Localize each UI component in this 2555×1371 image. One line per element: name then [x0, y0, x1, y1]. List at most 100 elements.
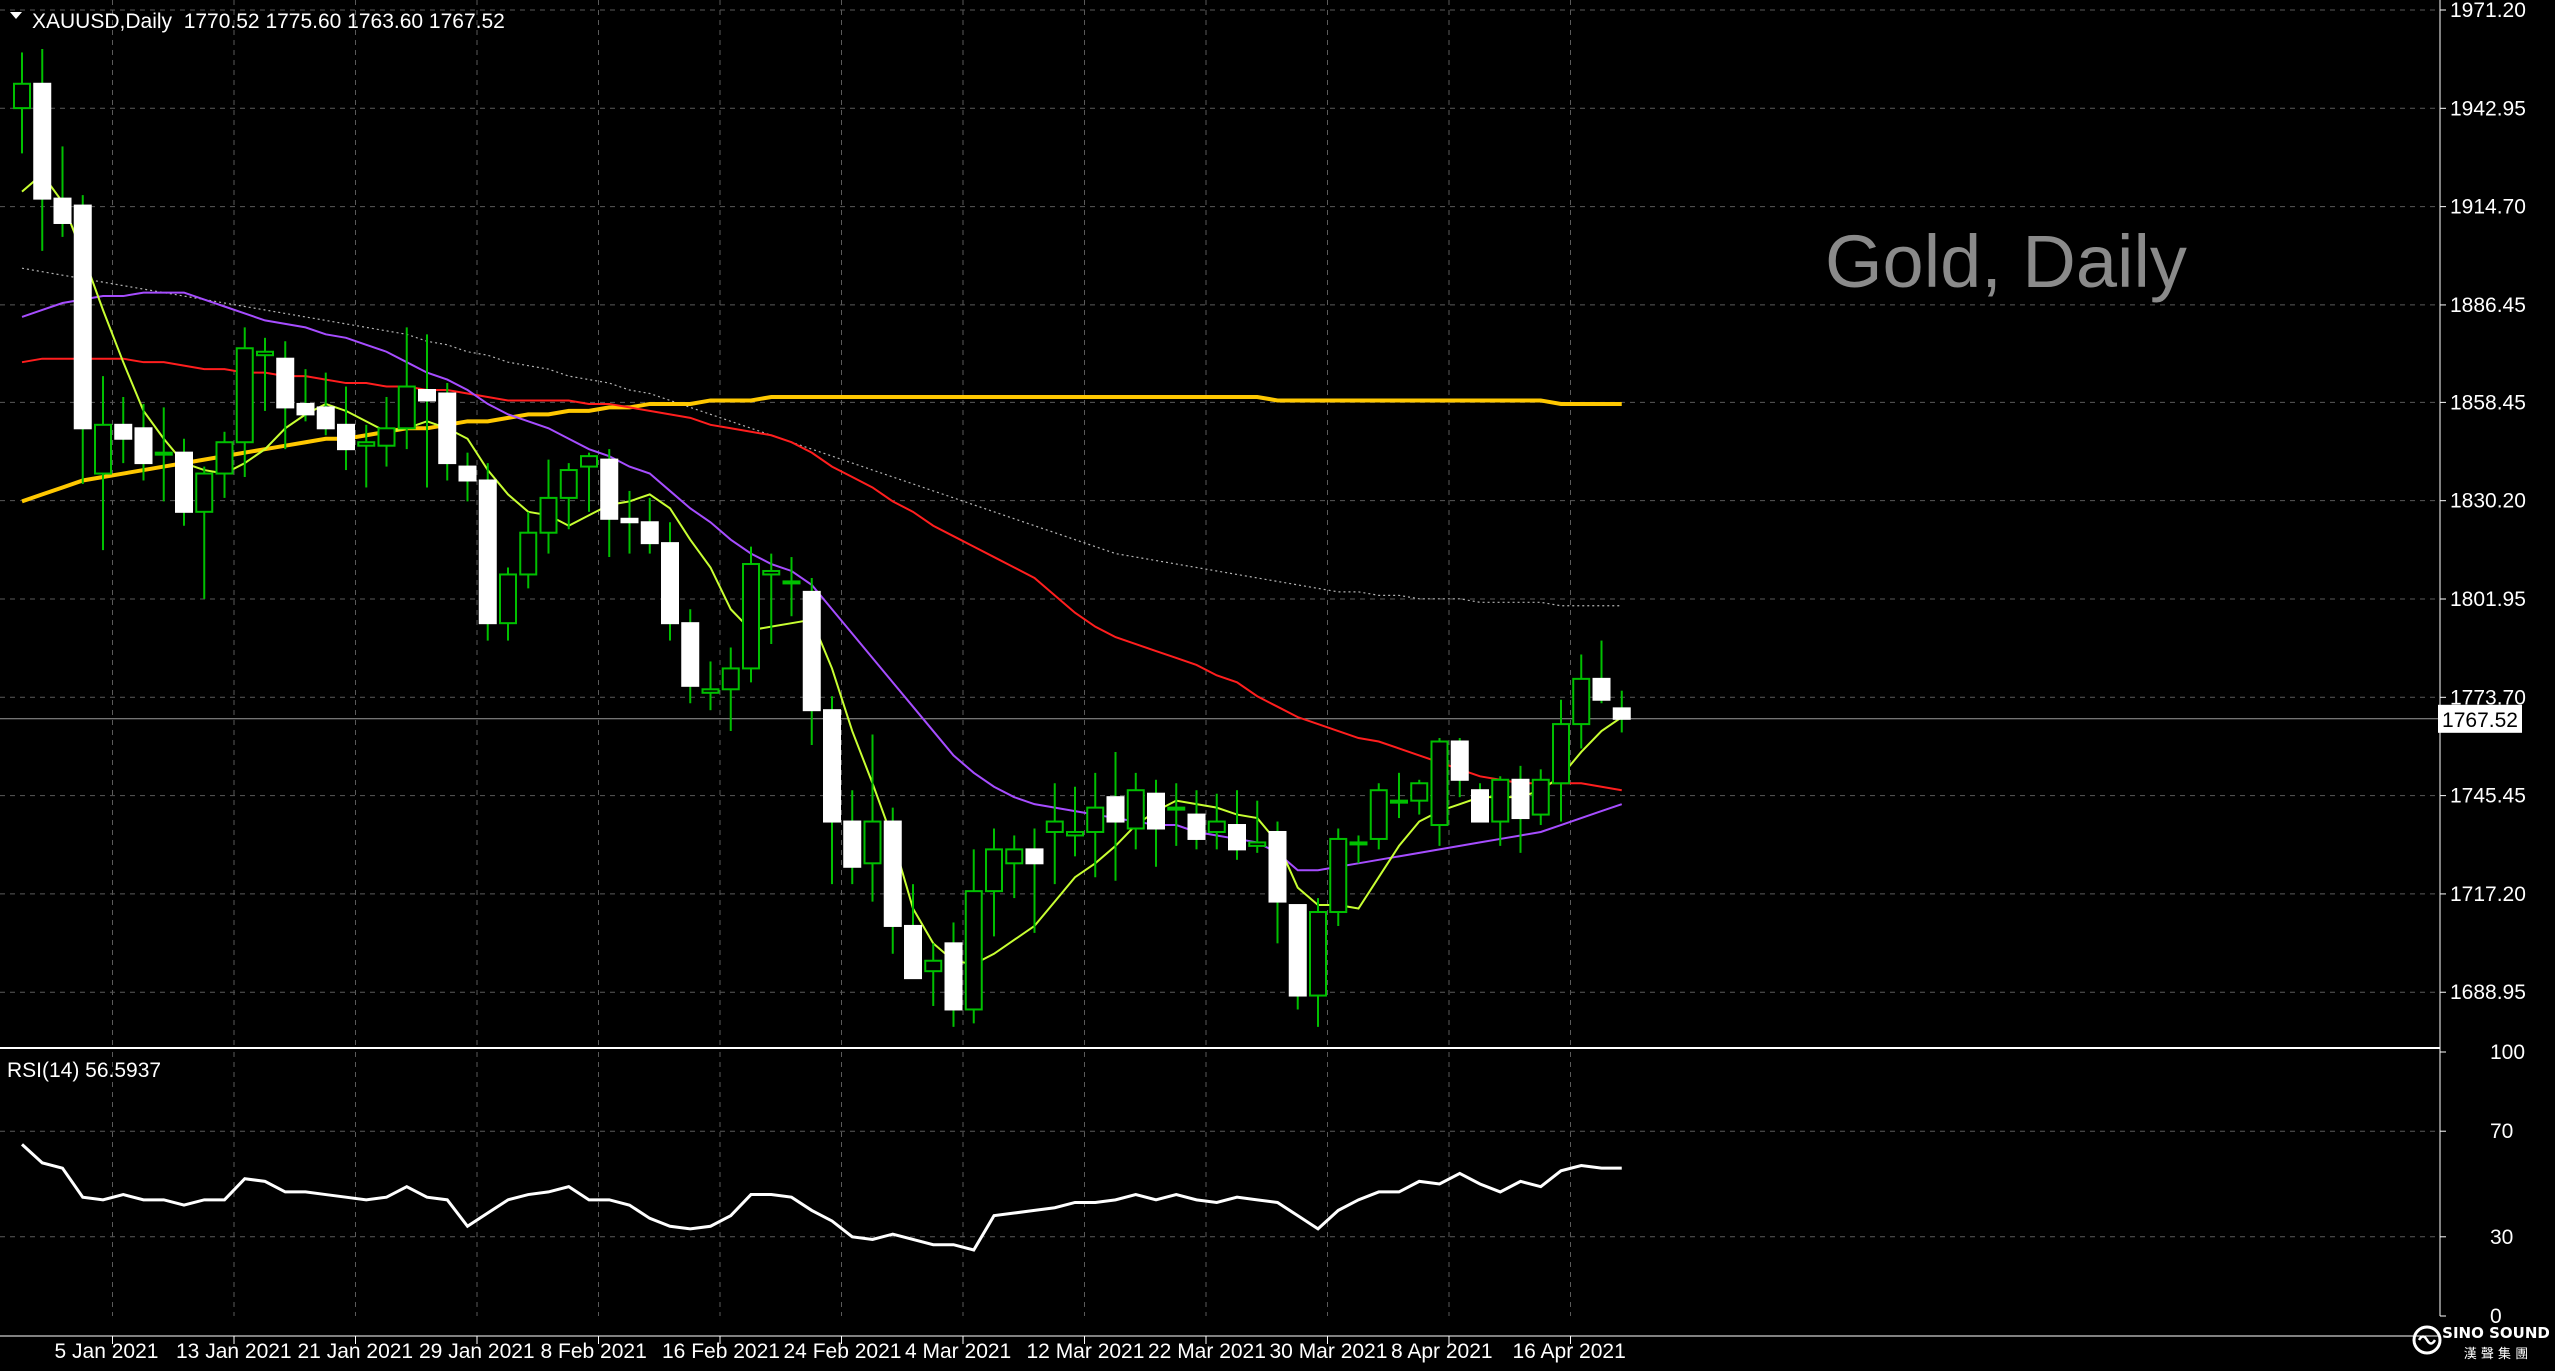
candle-body: [114, 423, 133, 440]
y-tick-label: 1858.45: [2450, 391, 2526, 414]
candle-body: [438, 392, 457, 465]
candle-body: [1612, 707, 1631, 720]
candle-body: [1592, 677, 1611, 701]
x-tick-label: 16 Apr 2021: [1513, 1340, 1626, 1363]
candle-body: [73, 204, 92, 430]
svg-text:漢 聲 集 團: 漢 聲 集 團: [2464, 1346, 2528, 1362]
candle-body: [681, 622, 700, 687]
candle-body: [397, 385, 416, 430]
candle-body: [256, 350, 274, 357]
rsi-line: [20, 1143, 1622, 1252]
candle-body: [843, 820, 862, 868]
candle-body: [1167, 806, 1186, 811]
y-tick-label: 1971.20: [2450, 0, 2526, 22]
candle-body: [1268, 830, 1287, 903]
x-tick-label: 4 Mar 2021: [905, 1340, 1011, 1363]
candle-body: [1369, 789, 1388, 840]
candle-body: [600, 458, 619, 520]
x-tick-label: 8 Apr 2021: [1391, 1340, 1493, 1363]
candle-body: [863, 820, 882, 865]
candle-body: [53, 197, 72, 224]
x-tick-label: 16 Feb 2021: [662, 1340, 780, 1363]
candle-body: [1045, 820, 1064, 833]
x-tick-label: 21 Jan 2021: [298, 1340, 414, 1363]
candle-body: [1147, 792, 1165, 830]
candle-body: [1086, 806, 1105, 833]
candle-body: [559, 469, 578, 499]
candle-body: [1410, 782, 1429, 802]
candle-body: [418, 389, 436, 402]
rsi-tick-label: 0: [2490, 1305, 2502, 1328]
candle-body: [1471, 789, 1489, 823]
candle-body: [519, 531, 538, 576]
y-tick-label: 1942.95: [2450, 97, 2526, 120]
candle-body: [1430, 740, 1449, 827]
candle-body: [1066, 830, 1084, 837]
x-tick-label: 8 Feb 2021: [541, 1340, 647, 1363]
candle-body: [1228, 824, 1246, 851]
candle-body: [1126, 789, 1145, 830]
symbol-dropdown-icon[interactable]: [10, 12, 22, 19]
candle-body: [1106, 796, 1125, 823]
candle-body: [1207, 820, 1226, 833]
candle-body: [478, 479, 497, 625]
candle-body: [539, 496, 558, 534]
sinosound-logo: SINO SOUND 漢 聲 集 團: [2412, 1324, 2550, 1362]
rsi-indicator: [20, 1143, 1622, 1252]
candle-body: [964, 890, 983, 1011]
candle-body: [1531, 778, 1550, 816]
candlesticks: [13, 48, 1631, 1027]
chart-watermark: Gold, Daily: [1825, 220, 2187, 303]
x-tick-label: 30 Mar 2021: [1270, 1340, 1388, 1363]
rsi-tick-label: 70: [2490, 1120, 2513, 1143]
candle-body: [1329, 837, 1348, 914]
symbol-info: XAUUSD,Daily 1770.52 1775.60 1763.60 176…: [32, 10, 505, 33]
svg-text:SINO SOUND: SINO SOUND: [2442, 1324, 2550, 1342]
candle-body: [904, 924, 922, 980]
x-tick-label: 13 Jan 2021: [176, 1340, 292, 1363]
y-tick-label: 1886.45: [2450, 294, 2526, 317]
x-tick-label: 22 Mar 2021: [1148, 1340, 1266, 1363]
candle-body: [296, 402, 315, 416]
svg-text:1767.52: 1767.52: [2442, 709, 2518, 732]
candle-body: [1491, 778, 1510, 823]
candle-body: [316, 406, 335, 430]
rsi-axis: 100 70 30 0: [2440, 1041, 2525, 1328]
candle-body: [215, 441, 234, 475]
candle-body: [94, 423, 112, 475]
rsi-info: RSI(14) 56.5937: [7, 1059, 161, 1082]
y-tick-label: 1688.95: [2450, 981, 2526, 1004]
candle-body: [276, 357, 295, 409]
candle-body: [1390, 799, 1408, 804]
candle-body: [640, 521, 659, 545]
x-tick-label: 29 Jan 2021: [419, 1340, 535, 1363]
y-tick-label: 1801.95: [2450, 588, 2526, 611]
candle-body: [782, 580, 801, 585]
candle-body: [701, 688, 720, 694]
candle-body: [175, 451, 193, 513]
ma-long-line: [21, 394, 1622, 504]
candle-body: [985, 848, 1003, 893]
current-price-tag: 1767.52: [2438, 704, 2522, 733]
candle-body: [1005, 848, 1024, 865]
y-tick-label: 1745.45: [2450, 785, 2526, 808]
candle-body: [802, 590, 821, 712]
candle-body: [13, 82, 31, 110]
candle-body: [1025, 848, 1044, 865]
candle-body: [134, 427, 153, 465]
candle-body: [944, 942, 963, 1011]
candle-body: [1309, 911, 1327, 997]
candle-body: [924, 959, 943, 973]
candle-body: [458, 465, 477, 482]
candle-body: [195, 472, 214, 513]
candle-body: [235, 347, 254, 444]
candle-body: [661, 542, 679, 625]
candle-body: [1572, 677, 1591, 726]
candle-body: [721, 667, 740, 691]
candle-body: [1511, 778, 1530, 820]
candle-body: [33, 82, 52, 200]
candle-body: [1349, 841, 1368, 846]
x-tick-label: 5 Jan 2021: [55, 1340, 159, 1363]
